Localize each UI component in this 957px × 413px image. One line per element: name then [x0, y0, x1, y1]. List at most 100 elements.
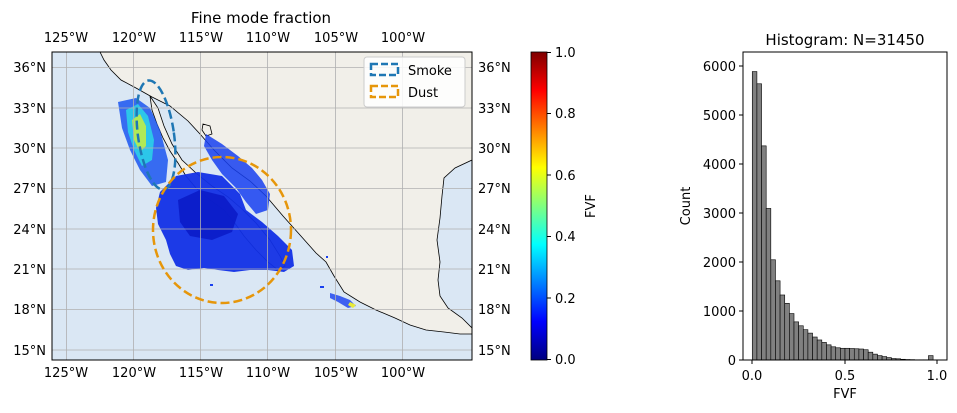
bottom-lon-labels: 125°W 120°W 115°W 110°W 105°W 100°W	[44, 366, 425, 381]
histogram-bar	[789, 313, 795, 361]
histogram-bar	[798, 325, 804, 361]
lat-tick-left: 30°N	[13, 142, 46, 157]
lat-tick-right: 21°N	[478, 263, 511, 278]
histogram-bar	[881, 356, 888, 361]
map-title: Fine mode fraction	[191, 9, 331, 27]
histogram-bar	[849, 348, 855, 361]
histogram-bar	[812, 336, 818, 361]
lon-tick-bottom: 110°W	[246, 366, 290, 381]
colorbar-tick: 0.0	[555, 353, 576, 368]
hist-y-tick: 4000	[703, 158, 736, 173]
histogram-bar	[816, 339, 823, 361]
histogram-bar	[775, 280, 781, 361]
lat-tick-left: 24°N	[13, 223, 46, 238]
hist-y-tick: 2000	[703, 256, 736, 271]
histogram-bar	[853, 348, 860, 361]
island	[201, 123, 213, 137]
lat-tick-left: 36°N	[13, 61, 46, 76]
map-grid	[52, 52, 472, 360]
lon-tick-top: 125°W	[44, 31, 88, 46]
colorbar-tick: 1.0	[555, 46, 576, 61]
histogram-bar	[835, 347, 841, 361]
histogram-bar	[821, 342, 827, 361]
colorbar-tick: 0.6	[555, 169, 576, 184]
hist-x-tick: 0.0	[742, 369, 763, 384]
lat-tick-left: 15°N	[13, 344, 46, 359]
fvf-swath	[118, 98, 356, 308]
histogram-bar	[840, 347, 846, 361]
colorbar-gradient	[530, 51, 548, 361]
colorbar-label: FVF	[584, 194, 599, 218]
lat-tick-left: 33°N	[13, 102, 46, 117]
histogram-bar	[756, 83, 762, 361]
histogram-bar	[793, 321, 799, 361]
lon-tick-bottom: 105°W	[314, 366, 358, 381]
lat-tick-right: 15°N	[478, 344, 511, 359]
lon-tick-bottom: 120°W	[112, 366, 156, 381]
dust-ellipse	[151, 155, 293, 305]
map-panel: Fine mode fraction	[13, 9, 511, 381]
hist-x-tick: 1.0	[927, 369, 948, 384]
hist-ylabel: Count	[679, 187, 694, 226]
histogram-title: Histogram: N=31450	[765, 31, 924, 49]
colorbar: 0.0 0.2 0.4 0.6 0.8 1.0 FVF	[530, 46, 599, 368]
top-lon-labels: 125°W 120°W 115°W 110°W 105°W 100°W	[44, 31, 425, 46]
histogram-bar	[858, 348, 864, 361]
histogram-bars	[751, 71, 934, 361]
lon-tick-top: 110°W	[246, 31, 290, 46]
histogram-bar	[830, 346, 837, 361]
histogram-bar	[761, 145, 767, 361]
lat-tick-left: 27°N	[13, 182, 46, 197]
legend-dust-swatch	[369, 84, 400, 99]
histogram-bar	[872, 353, 878, 361]
hist-x-tick: 0.5	[835, 369, 856, 384]
lat-tick-left: 21°N	[13, 263, 46, 278]
hist-y-tick: 5000	[703, 109, 736, 124]
legend-smoke-swatch	[369, 62, 400, 77]
lat-tick-right: 30°N	[478, 142, 511, 157]
lon-tick-top: 120°W	[112, 31, 156, 46]
lon-tick-bottom: 125°W	[44, 366, 88, 381]
histogram-panel: Histogram: N=31450 0 1000 2000 3000 4000…	[679, 31, 948, 402]
histogram-bar	[770, 259, 776, 361]
histogram-bar	[784, 302, 790, 361]
histogram-bar	[844, 347, 850, 361]
map-frame	[51, 51, 473, 361]
lon-tick-top: 100°W	[381, 31, 425, 46]
colorbar-tick: 0.2	[555, 292, 576, 307]
lat-tick-left: 18°N	[13, 303, 46, 318]
histogram-bar	[867, 351, 874, 361]
lon-tick-bottom: 115°W	[179, 366, 223, 381]
legend-dust-label: Dust	[408, 86, 438, 101]
histogram-bar	[751, 71, 758, 361]
lat-tick-right: 18°N	[478, 303, 511, 318]
hist-y-tick: 6000	[703, 60, 736, 75]
histogram-bar	[779, 294, 786, 361]
lat-tick-right: 24°N	[478, 223, 511, 238]
mainland	[99, 52, 472, 335]
histogram-bar	[863, 349, 869, 361]
hist-y-tick: 0	[728, 354, 736, 369]
right-lat-labels: 36°N 33°N 30°N 27°N 24°N 21°N 18°N 15°N	[478, 61, 511, 359]
lon-tick-top: 115°W	[179, 31, 223, 46]
legend-smoke-label: Smoke	[408, 64, 452, 79]
hist-y-tick: 1000	[703, 305, 736, 320]
colorbar-tick: 0.8	[555, 107, 576, 122]
histogram-bar	[802, 329, 809, 361]
histogram-bar	[826, 344, 832, 361]
lat-tick-right: 36°N	[478, 61, 511, 76]
map-legend: Smoke Dust	[363, 56, 466, 108]
hist-xlabel: FVF	[833, 387, 857, 402]
lat-tick-right: 33°N	[478, 102, 511, 117]
left-lat-labels: 36°N 33°N 30°N 27°N 24°N 21°N 18°N 15°N	[13, 61, 46, 359]
lon-tick-top: 105°W	[314, 31, 358, 46]
hist-y-tick: 3000	[703, 207, 736, 222]
histogram-bar	[877, 355, 883, 361]
colorbar-tick: 0.4	[555, 230, 576, 245]
lon-tick-bottom: 100°W	[381, 366, 425, 381]
histogram-bar	[928, 355, 934, 361]
histogram-bar	[807, 332, 813, 361]
lat-tick-right: 27°N	[478, 182, 511, 197]
histogram-bar	[765, 208, 772, 361]
